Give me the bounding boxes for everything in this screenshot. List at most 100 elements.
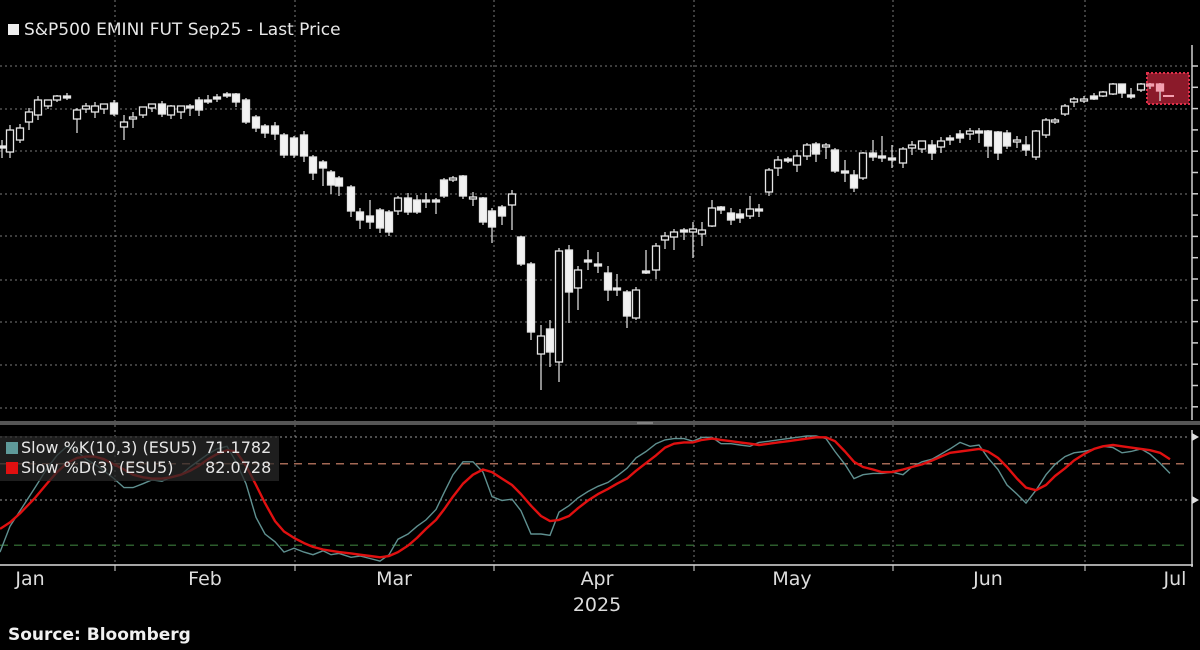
candle[interactable]	[707, 200, 717, 227]
candle[interactable]	[138, 106, 148, 118]
candle[interactable]	[1041, 118, 1051, 138]
candle[interactable]	[764, 168, 774, 196]
candle[interactable]	[622, 290, 632, 328]
candle[interactable]	[858, 152, 868, 180]
candle[interactable]	[898, 147, 908, 168]
candle[interactable]	[716, 206, 726, 214]
candle[interactable]	[830, 148, 840, 173]
candle[interactable]	[1002, 130, 1012, 149]
candle[interactable]	[802, 143, 812, 160]
candle[interactable]	[877, 136, 887, 162]
candle[interactable]	[375, 208, 385, 233]
candle[interactable]	[974, 128, 984, 143]
candle[interactable]	[927, 140, 937, 160]
candle[interactable]	[679, 228, 689, 240]
candle[interactable]	[334, 176, 344, 196]
candle[interactable]	[840, 160, 850, 182]
candle[interactable]	[384, 210, 394, 236]
candle[interactable]	[1031, 130, 1041, 160]
candle[interactable]	[176, 105, 186, 119]
candle[interactable]	[421, 193, 431, 208]
candle[interactable]	[318, 160, 328, 186]
candle[interactable]	[478, 197, 488, 225]
candle[interactable]	[1079, 96, 1089, 103]
candle[interactable]	[783, 157, 793, 163]
candle[interactable]	[651, 243, 661, 279]
candle[interactable]	[308, 155, 318, 180]
candle[interactable]	[917, 140, 927, 153]
candle[interactable]	[1089, 93, 1099, 100]
candle[interactable]	[90, 102, 100, 118]
candle[interactable]	[697, 222, 707, 246]
candle[interactable]	[526, 262, 536, 340]
candle[interactable]	[279, 133, 289, 158]
candle[interactable]	[983, 130, 993, 158]
candle[interactable]	[458, 175, 468, 199]
candle[interactable]	[554, 248, 564, 382]
candle[interactable]	[43, 99, 53, 109]
candle[interactable]	[593, 252, 603, 273]
candle[interactable]	[241, 98, 251, 124]
candle[interactable]	[1145, 83, 1155, 89]
candle[interactable]	[1060, 104, 1070, 116]
candle[interactable]	[260, 124, 270, 138]
candle[interactable]	[251, 115, 261, 132]
candle[interactable]	[448, 176, 458, 182]
candle[interactable]	[194, 97, 204, 116]
candle[interactable]	[15, 124, 25, 143]
candle[interactable]	[868, 140, 878, 161]
candle[interactable]	[72, 108, 82, 133]
candle[interactable]	[1098, 91, 1108, 97]
candle[interactable]	[516, 236, 526, 266]
candle[interactable]	[583, 250, 593, 270]
candle[interactable]	[166, 105, 176, 119]
candle[interactable]	[468, 192, 478, 206]
candle[interactable]	[289, 136, 299, 158]
candle[interactable]	[1126, 88, 1136, 99]
candle[interactable]	[24, 108, 34, 130]
candle[interactable]	[536, 325, 546, 390]
candle[interactable]	[128, 112, 138, 128]
candle[interactable]	[231, 93, 241, 107]
candle[interactable]	[792, 150, 802, 172]
candle[interactable]	[33, 96, 43, 120]
candle[interactable]	[1155, 83, 1165, 101]
candle[interactable]	[62, 93, 72, 100]
candle[interactable]	[660, 232, 670, 249]
candle[interactable]	[365, 200, 375, 229]
candle[interactable]	[1108, 83, 1118, 95]
candle[interactable]	[412, 195, 422, 214]
candle[interactable]	[773, 156, 783, 176]
candle[interactable]	[346, 185, 356, 217]
candle[interactable]	[573, 266, 583, 310]
candle[interactable]	[212, 94, 222, 102]
candle[interactable]	[326, 170, 336, 194]
candle[interactable]	[185, 104, 195, 116]
candle[interactable]	[0, 140, 7, 158]
candle[interactable]	[726, 208, 736, 225]
candle[interactable]	[119, 115, 129, 140]
candle[interactable]	[507, 190, 517, 230]
candle[interactable]	[641, 250, 651, 274]
candle[interactable]	[81, 103, 91, 113]
candle[interactable]	[545, 320, 555, 367]
candle[interactable]	[222, 92, 232, 98]
candle[interactable]	[936, 137, 946, 153]
candle[interactable]	[403, 193, 413, 215]
candle[interactable]	[811, 142, 821, 162]
candle[interactable]	[849, 170, 859, 192]
candle[interactable]	[754, 204, 764, 217]
candle[interactable]	[965, 128, 975, 140]
candle[interactable]	[1012, 136, 1022, 148]
candle[interactable]	[109, 100, 119, 116]
candle[interactable]	[439, 178, 449, 198]
candle[interactable]	[431, 198, 441, 214]
candle[interactable]	[355, 208, 365, 229]
candle[interactable]	[993, 131, 1003, 160]
candle[interactable]	[270, 122, 280, 140]
candle[interactable]	[5, 125, 15, 158]
candle[interactable]	[299, 131, 309, 162]
candle[interactable]	[945, 135, 955, 145]
candle[interactable]	[147, 103, 157, 112]
